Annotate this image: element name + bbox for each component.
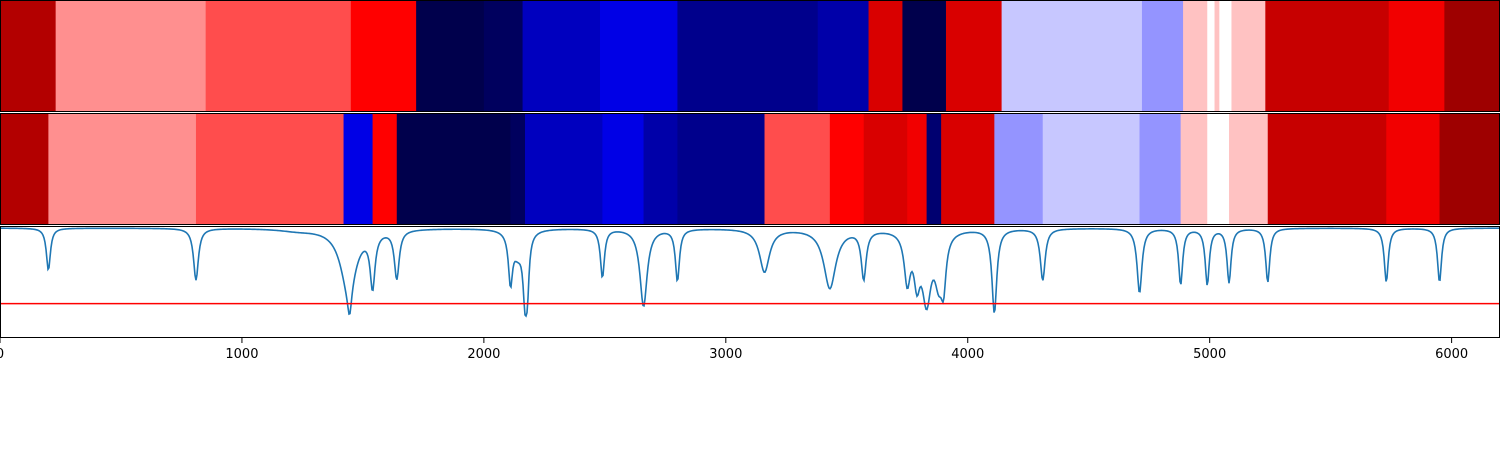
x-axis: 0 1000 2000 3000 4000 5000 6000	[0, 338, 1468, 362]
heatmap-cell	[677, 113, 766, 225]
heatmap-cell	[0, 0, 57, 112]
heatmap-cell	[1265, 0, 1390, 112]
heatmap-cell	[55, 0, 207, 112]
heatmap-cell	[1267, 113, 1387, 225]
heatmap-cell	[1229, 113, 1269, 225]
heatmap-cell	[1444, 0, 1500, 112]
heatmap-cell	[926, 113, 942, 225]
heatmap-cell	[863, 113, 908, 225]
x-tick-label: 1000	[225, 347, 258, 362]
heatmap-cell	[48, 113, 197, 225]
heatmap-cell	[1388, 0, 1445, 112]
heatmap-cell	[1139, 113, 1182, 225]
heatmap-cell	[1207, 113, 1230, 225]
heatmap-cell	[600, 0, 679, 112]
heatmap-cell	[643, 113, 679, 225]
heatmap-cell	[941, 113, 995, 225]
heatmap-cell	[945, 0, 1003, 112]
heatmap-cell	[416, 0, 485, 112]
heatmap-strip-top	[0, 0, 1500, 112]
heatmap-cell	[205, 0, 352, 112]
heatmap-cell	[994, 113, 1044, 225]
heatmap-cell	[1231, 0, 1266, 112]
heatmap-cell	[0, 113, 49, 225]
heatmap-cell	[1207, 0, 1216, 112]
heatmap-cell	[343, 113, 374, 225]
heatmap-cell	[907, 113, 928, 225]
x-tick-label: 2000	[467, 347, 500, 362]
heatmap-cell	[350, 0, 417, 112]
x-tick-label: 5000	[1193, 347, 1226, 362]
signal-series-line	[0, 227, 1500, 318]
heatmap-cell	[1001, 0, 1143, 112]
heatmap-cell	[1141, 0, 1184, 112]
heatmap-cell	[195, 113, 345, 225]
heatmap-cell	[829, 113, 865, 225]
x-tick-label: 4000	[951, 347, 984, 362]
heatmap-cell	[1042, 113, 1141, 225]
heatmap-cell	[396, 113, 512, 225]
heatmap-cell	[510, 113, 526, 225]
heatmap-cell	[902, 0, 947, 112]
heatmap-cell	[372, 113, 398, 225]
heatmap-cell	[1386, 113, 1441, 225]
heatmap-cell	[1183, 0, 1208, 112]
heatmap-cell	[764, 113, 831, 225]
x-tick-label: 6000	[1435, 347, 1468, 362]
heatmap-cell	[483, 0, 524, 112]
heatmap-cell	[868, 0, 904, 112]
heatmap-cell	[1219, 0, 1233, 112]
signal-line-panel	[0, 226, 1500, 338]
heatmap-cell	[1439, 113, 1500, 225]
heatmap-cell	[817, 0, 870, 112]
heatmap-cell	[602, 113, 645, 225]
heatmap-cell	[1214, 0, 1220, 112]
x-tick-label: 0	[0, 347, 4, 362]
heatmap-cell	[677, 0, 819, 112]
heatmap-cell	[522, 0, 601, 112]
x-tick-label: 3000	[709, 347, 742, 362]
heatmap-cell	[1180, 113, 1208, 225]
heatmap-strip-bottom	[0, 113, 1500, 225]
heatmap-cell	[525, 113, 604, 225]
